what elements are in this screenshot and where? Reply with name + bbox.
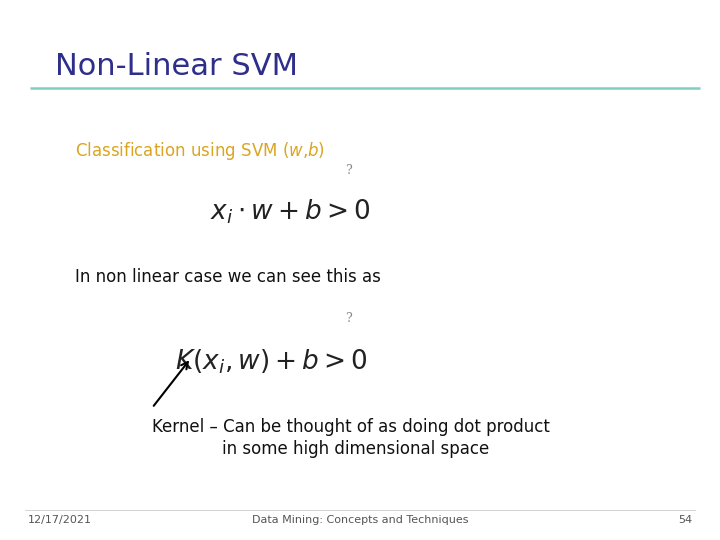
Text: 54: 54 (678, 515, 692, 525)
Text: $x_i \cdot w + b > 0$: $x_i \cdot w + b > 0$ (210, 197, 371, 226)
Text: Classification using SVM ($w$,$b$): Classification using SVM ($w$,$b$) (75, 140, 325, 162)
Text: ?: ? (345, 312, 351, 325)
Text: 12/17/2021: 12/17/2021 (28, 515, 92, 525)
Text: Kernel – Can be thought of as doing dot product: Kernel – Can be thought of as doing dot … (152, 418, 550, 436)
Text: in some high dimensional space: in some high dimensional space (222, 440, 490, 458)
Text: $K(x_i, w) + b > 0$: $K(x_i, w) + b > 0$ (175, 347, 368, 375)
Text: Data Mining: Concepts and Techniques: Data Mining: Concepts and Techniques (252, 515, 468, 525)
Text: Non-Linear SVM: Non-Linear SVM (55, 52, 298, 81)
Text: ?: ? (345, 164, 351, 177)
Text: In non linear case we can see this as: In non linear case we can see this as (75, 268, 381, 286)
